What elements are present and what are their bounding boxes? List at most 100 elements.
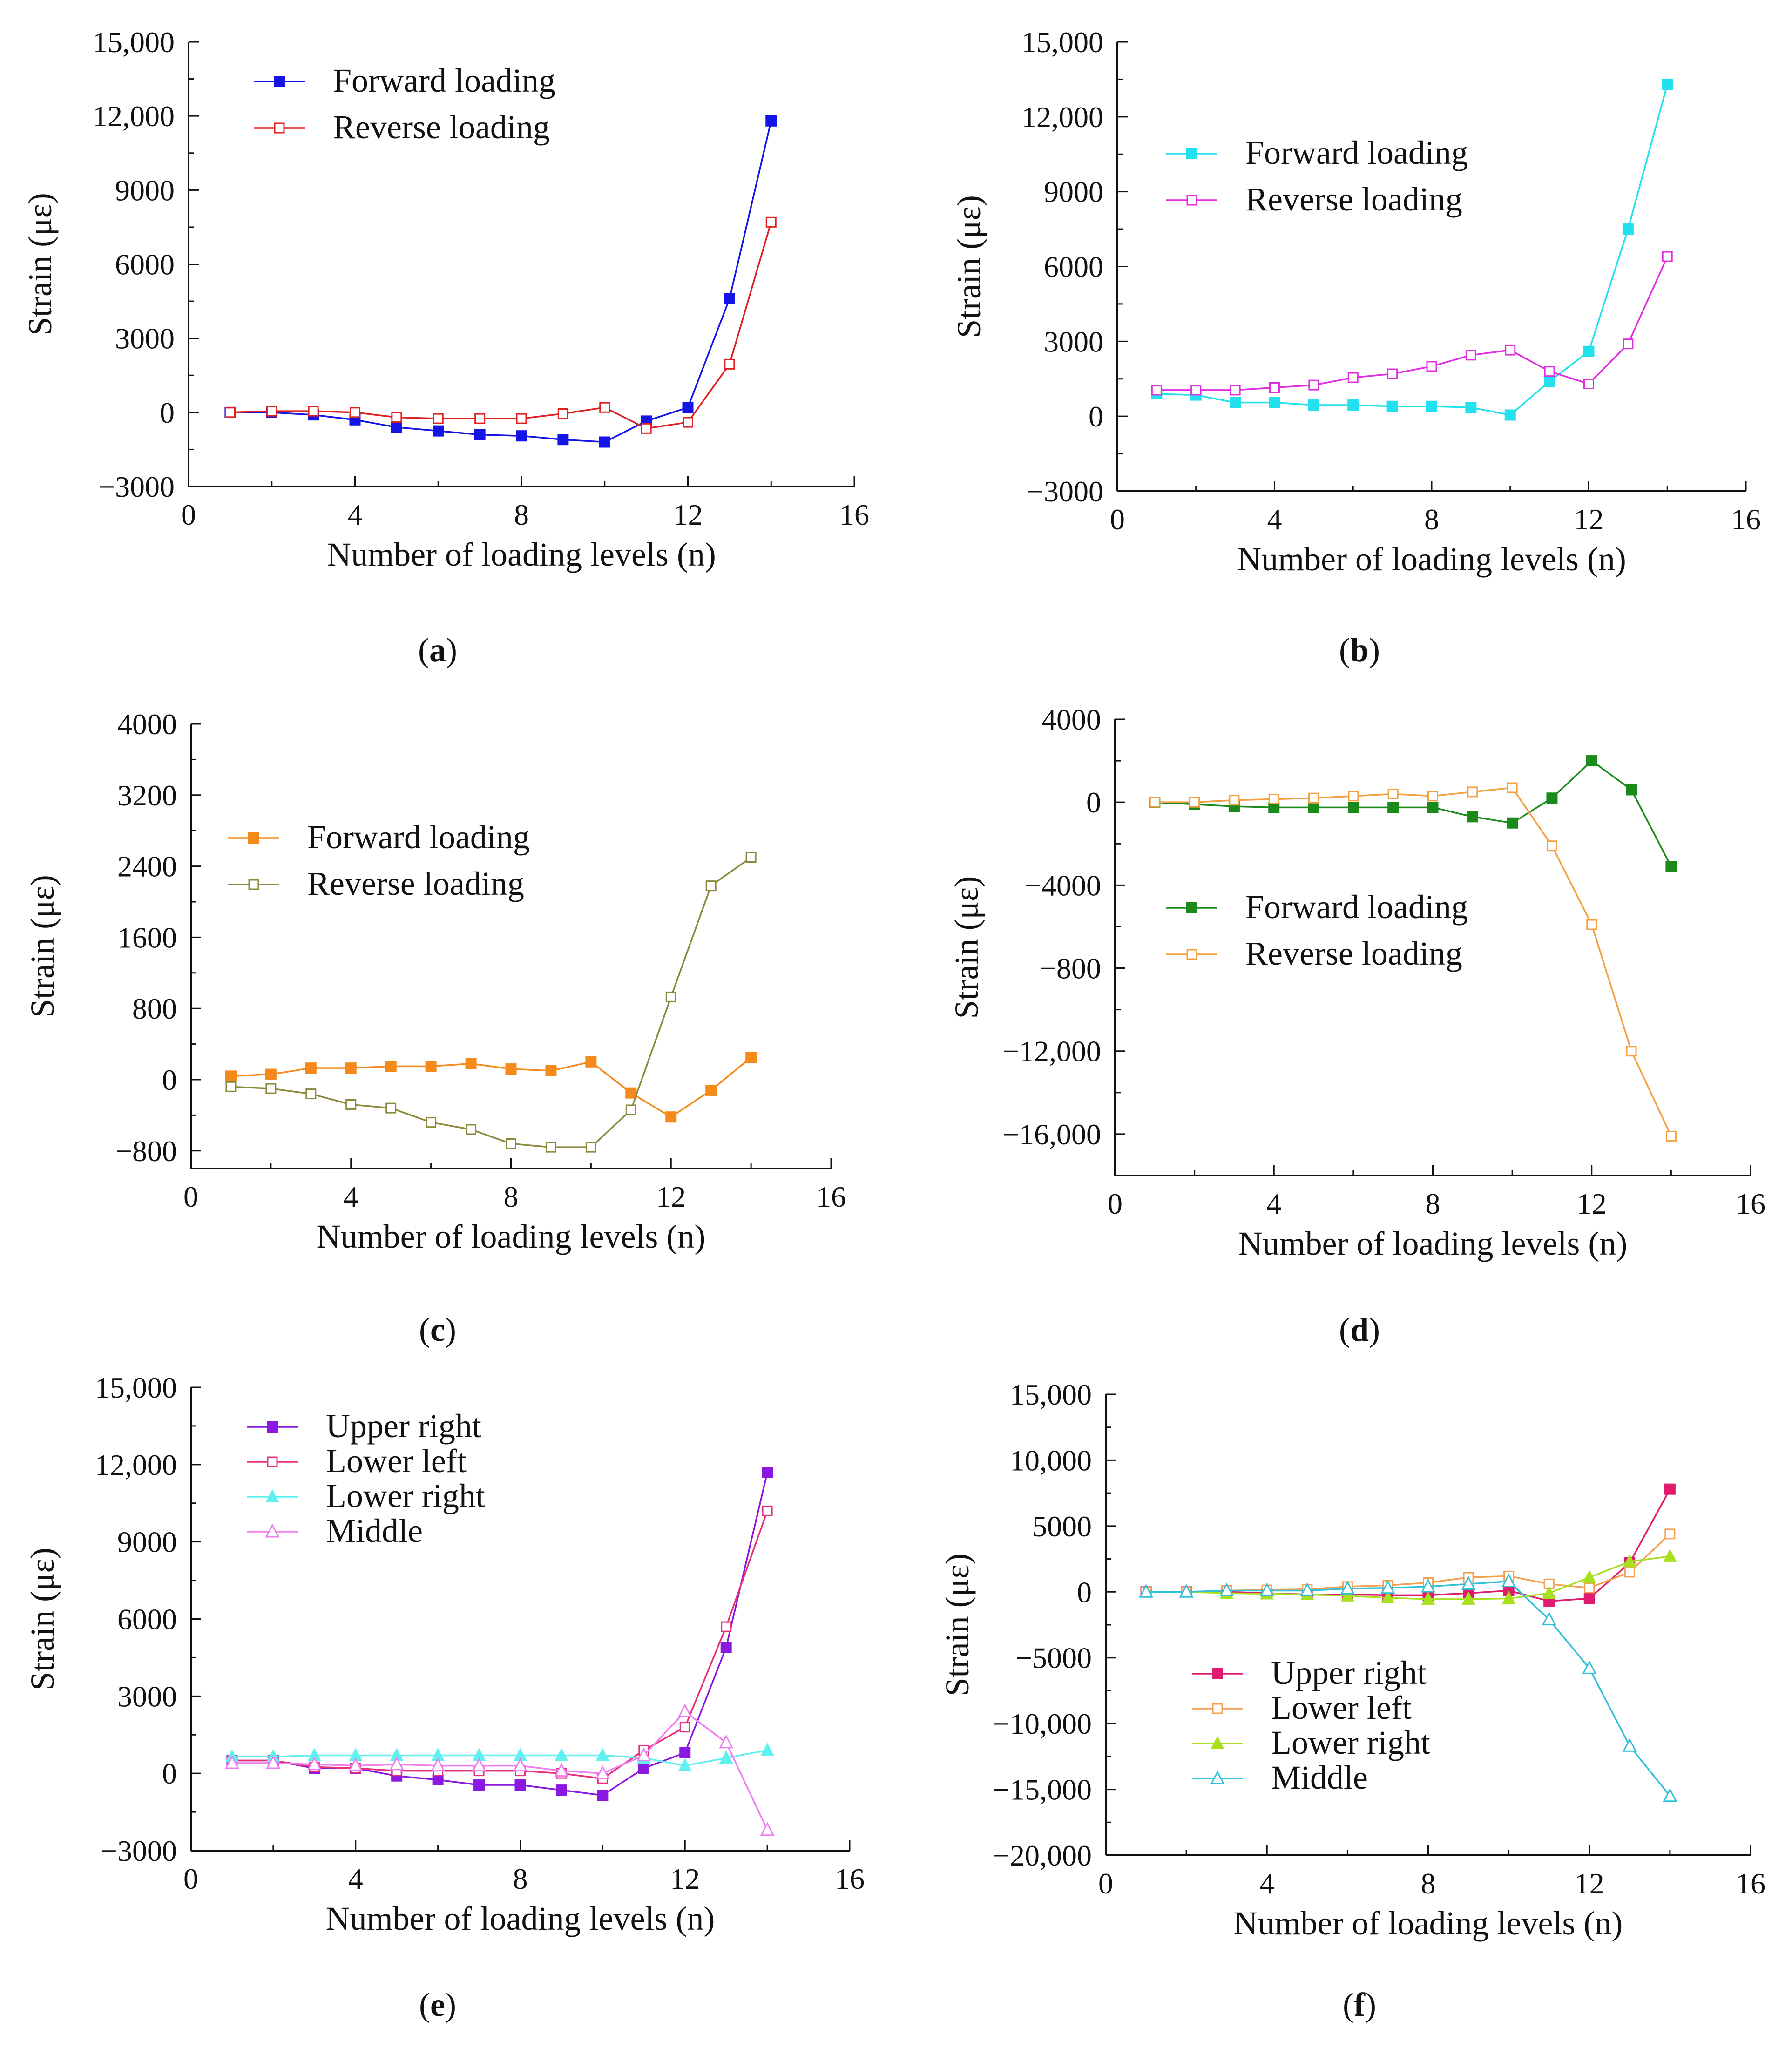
caption-paren-close: ) — [1365, 1986, 1376, 2023]
x-tick-label: 0 — [1098, 1867, 1113, 1900]
y-axis-title: Strain (με) — [948, 876, 985, 1019]
legend-label: Forward loading — [1245, 888, 1468, 926]
caption-paren-close: ) — [445, 1311, 456, 1348]
data-point — [1308, 379, 1319, 391]
panel-caption: (f) — [1343, 1986, 1376, 2023]
data-point — [679, 1722, 690, 1733]
series-reverse-loading — [1149, 782, 1677, 1142]
y-tick-label: −5000 — [1015, 1642, 1092, 1675]
y-tick-label: 0 — [162, 1063, 177, 1096]
caption-letter: e — [430, 1986, 445, 2023]
legend-label: Upper right — [1271, 1654, 1427, 1691]
legend-label: Middle — [1271, 1759, 1368, 1796]
data-point — [350, 407, 360, 418]
legend-marker — [1210, 1736, 1224, 1749]
legend-marker — [274, 76, 285, 87]
data-point — [760, 1743, 774, 1756]
data-point — [1461, 1576, 1476, 1590]
series-line — [232, 1710, 768, 1831]
y-tick-label: 12,000 — [93, 100, 175, 133]
caption-letter: c — [430, 1311, 445, 1348]
data-point — [1664, 1528, 1676, 1540]
data-point — [516, 413, 527, 424]
data-point — [391, 421, 402, 433]
y-tick-label: 3000 — [117, 1680, 177, 1713]
data-point — [514, 1779, 526, 1791]
data-point — [1583, 378, 1594, 389]
legend-marker — [265, 1489, 279, 1502]
data-point — [597, 1790, 609, 1801]
y-tick-label: 4000 — [1041, 703, 1101, 736]
legend-entry: Upper right — [1192, 1654, 1427, 1691]
data-point — [1421, 1578, 1435, 1593]
legend-label: Forward loading — [1245, 134, 1468, 171]
data-point — [1149, 797, 1160, 808]
y-tick-label: −3000 — [98, 470, 175, 503]
series-reverse-loading — [224, 216, 777, 434]
data-point — [1542, 1585, 1556, 1599]
y-tick-label: 0 — [1077, 1575, 1092, 1609]
y-tick-label: 15,000 — [95, 1371, 177, 1404]
data-point — [473, 1779, 485, 1791]
series-line — [230, 121, 772, 443]
data-point — [1381, 1590, 1395, 1604]
legend-entry: Upper right — [247, 1407, 481, 1445]
legend-label: Lower right — [1271, 1724, 1430, 1761]
data-point — [1465, 350, 1476, 361]
y-tick-label: −800 — [1040, 952, 1101, 985]
data-point — [762, 1505, 773, 1516]
data-point — [555, 1784, 567, 1796]
data-point — [1268, 794, 1279, 804]
data-point — [665, 1111, 677, 1123]
data-point — [389, 1756, 404, 1771]
data-point — [1461, 1591, 1475, 1605]
x-tick-label: 12 — [656, 1180, 686, 1213]
data-point — [308, 406, 319, 417]
data-point — [1189, 797, 1200, 808]
data-point — [345, 1062, 357, 1074]
data-point — [1387, 788, 1399, 799]
caption-paren-open: ( — [1343, 1986, 1354, 2023]
series-upper-right — [226, 1467, 773, 1801]
data-point — [345, 1099, 357, 1110]
x-tick-label: 16 — [1731, 503, 1761, 536]
panel-caption: (c) — [419, 1311, 456, 1348]
data-point — [265, 1068, 277, 1080]
data-point — [1229, 795, 1240, 806]
x-tick-label: 0 — [181, 498, 196, 531]
y-tick-label: −800 — [115, 1135, 177, 1168]
data-point — [1340, 1588, 1355, 1602]
y-axis-title: Strain (με) — [24, 1548, 61, 1690]
series-line — [232, 1510, 768, 1780]
data-point — [1139, 1584, 1154, 1598]
data-point — [1269, 382, 1280, 393]
y-tick-label: 3000 — [115, 322, 175, 355]
data-point — [1624, 1567, 1635, 1578]
data-point — [1622, 223, 1634, 235]
data-point — [1501, 1573, 1516, 1588]
legend-entry: Middle — [247, 1512, 423, 1549]
legend-marker — [267, 1456, 278, 1467]
legend-label: Reverse loading — [333, 108, 550, 146]
data-point — [557, 408, 568, 419]
data-point — [641, 423, 652, 434]
data-point — [466, 1124, 477, 1135]
data-point — [474, 413, 486, 424]
data-point — [224, 1755, 239, 1769]
x-tick-label: 8 — [1424, 503, 1439, 536]
data-point — [1308, 399, 1319, 411]
data-point — [513, 1757, 527, 1772]
x-tick-label: 4 — [348, 1862, 363, 1895]
series-reverse-loading — [225, 852, 757, 1153]
data-point — [678, 1758, 692, 1771]
data-point — [599, 436, 610, 448]
series-reverse-loading — [1151, 251, 1673, 396]
panel-caption: (a) — [418, 631, 457, 669]
x-tick-label: 12 — [1577, 1187, 1607, 1220]
y-tick-label: 5000 — [1032, 1510, 1092, 1543]
data-point — [1467, 811, 1478, 823]
series-line — [1155, 787, 1672, 1137]
legend-marker — [1186, 902, 1197, 913]
